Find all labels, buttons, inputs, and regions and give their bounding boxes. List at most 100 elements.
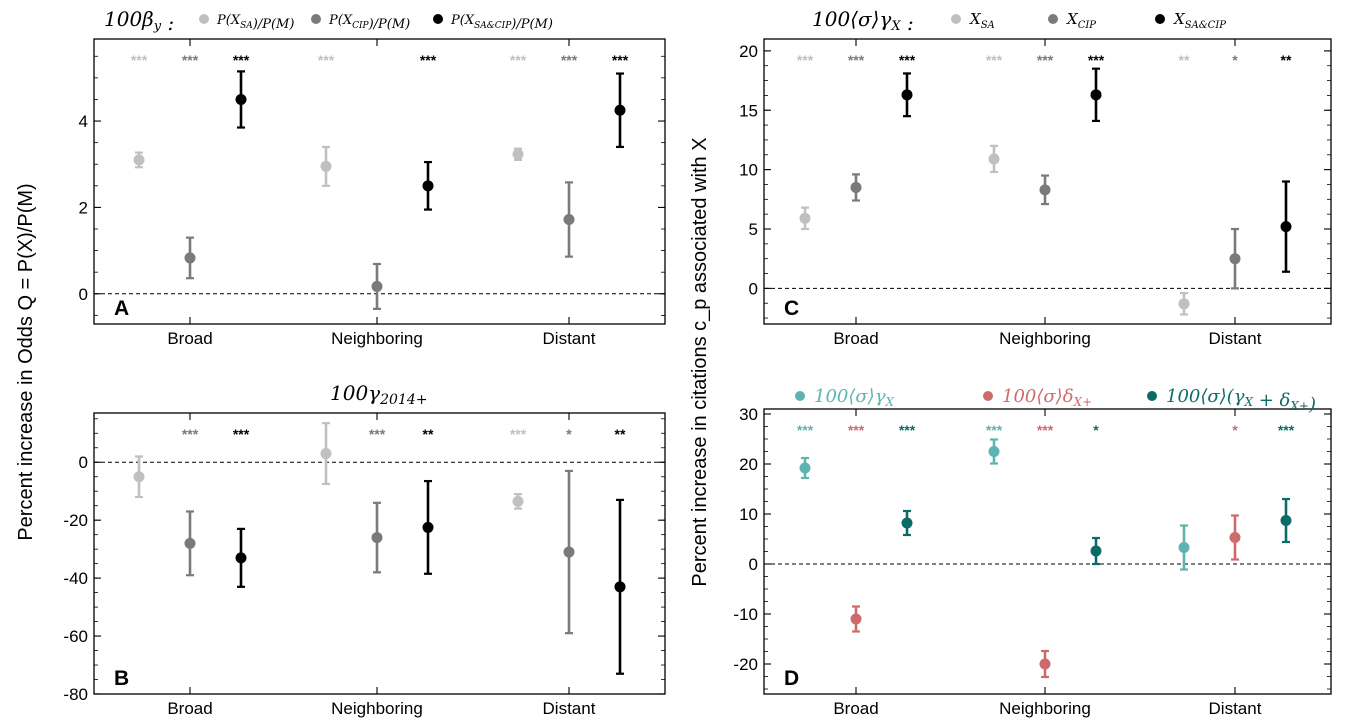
plot-frame [93,412,666,695]
legend-label: P(XSA)/P(M) [216,13,294,32]
x-tick-label-neighboring: Neighboring [331,699,423,718]
data-point [184,252,196,264]
y-tick-label: 30 [739,405,758,424]
significance-mark: ** [615,426,626,442]
data-point [133,154,145,166]
data-point [614,581,626,593]
data-point [371,280,383,292]
legend-marker [983,391,993,401]
data-point [133,471,145,483]
legend-marker [1048,14,1058,24]
significance-mark: * [1093,422,1099,438]
significance-mark: *** [561,52,578,68]
significance-mark: *** [1278,422,1295,438]
legend-label: 100⟨σ⟩γX [814,386,894,409]
y-tick-label: -80 [63,685,88,704]
panel-letter-B: B [114,667,129,690]
significance-mark: *** [986,52,1003,68]
data-point [901,89,913,101]
data-point [563,214,575,225]
legend-marker [1155,14,1165,24]
panel-C-title: 100⟨σ⟩γX : [812,7,914,35]
significance-mark: *** [899,422,916,438]
significance-mark: *** [1088,52,1105,68]
y-axis-label-left: Percent increase in Odds Q = P(X)/P(M) [15,183,37,540]
legend-marker [1147,391,1157,401]
significance-mark: *** [797,422,814,438]
y-tick-label: 20 [739,455,758,474]
significance-mark: *** [986,422,1003,438]
legend-marker [433,14,443,24]
data-point [371,532,383,544]
significance-mark: *** [848,52,865,68]
data-point [1229,532,1241,543]
significance-mark: * [566,426,572,442]
significance-mark: ** [1281,52,1292,68]
legend-label: XCIP [1066,10,1096,31]
data-point [1178,298,1190,310]
data-point [235,552,247,564]
data-point [512,148,524,160]
significance-mark: ** [423,426,434,442]
y-tick-label: 15 [739,101,758,120]
data-point [563,546,575,558]
y-tick-label: 0 [79,285,88,304]
data-point [799,462,811,474]
significance-mark: *** [233,52,250,68]
significance-mark: *** [420,52,437,68]
legend-marker [199,14,209,24]
data-point [512,495,524,507]
data-point [850,181,862,193]
legend-label: XSA&CIP [1173,10,1226,31]
data-point [988,446,1000,457]
data-point [1039,184,1051,196]
data-point [320,448,332,460]
significance-mark: ** [1179,52,1190,68]
data-point [320,160,332,172]
panel-A: 0 2 4 Broad Neighboring Distant *** *** *** *** **… [79,38,666,348]
y-tick-label: 0 [79,453,88,472]
x-tick-label-distant: Distant [1209,699,1262,718]
significance-mark: *** [1037,422,1054,438]
significance-mark: * [1232,422,1238,438]
x-tick-label-distant: Distant [1209,329,1262,348]
legend-marker [795,391,805,401]
x-tick-label-broad: Broad [167,699,212,718]
data-point [1178,542,1190,553]
panel-letter-C: C [784,297,799,320]
data-point [235,93,247,105]
x-tick-label-distant: Distant [543,699,596,718]
significance-mark: *** [612,52,629,68]
y-tick-label: 10 [739,161,758,180]
significance-mark: *** [131,52,148,68]
legend-label: 100⟨σ⟩δX+ [1002,386,1092,409]
y-tick-label: 5 [749,220,758,239]
panel-letter-D: D [784,667,799,690]
plot-frame [763,38,1332,325]
significance-mark: *** [510,52,527,68]
significance-mark: *** [1037,52,1054,68]
y-tick-label: 20 [739,42,758,61]
y-tick-label: 0 [749,279,758,298]
significance-mark: *** [182,426,199,442]
data-point [1229,253,1241,265]
data-point [988,153,1000,165]
data-point [799,212,811,224]
panel-B-title: 100γ2014+ [330,381,428,408]
data-point [1280,515,1292,526]
x-tick-label-broad: Broad [167,329,212,348]
y-tick-label: -20 [733,655,758,674]
legend-label: XSA [969,10,995,31]
x-tick-label-broad: Broad [833,699,878,718]
legend-label: P(XSA&CIP)/P(M) [450,13,553,32]
data-point [1280,221,1292,233]
data-point [901,517,913,529]
x-tick-label-neighboring: Neighboring [999,699,1091,718]
x-tick-label-broad: Broad [833,329,878,348]
y-tick-label: 4 [79,112,88,131]
